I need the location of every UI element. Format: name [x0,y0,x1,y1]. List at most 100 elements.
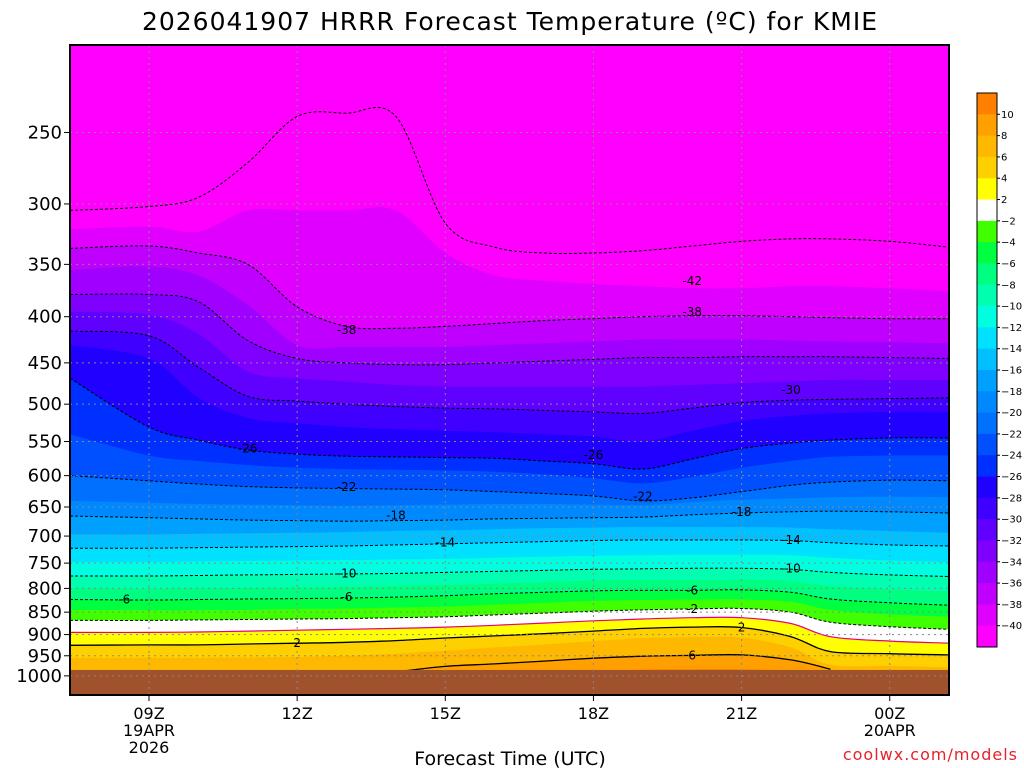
y-tick-label: 300 [28,194,62,215]
y-tick-label: 950 [28,646,62,667]
isotherm-lines [70,106,949,673]
isotherm-line [70,245,949,330]
contour-label: -38 [337,323,357,337]
colorbar-label: −38 [1001,600,1022,611]
colorbar-label: −14 [1001,344,1022,355]
x-tick-label: 15Z [430,704,461,723]
colorbar-swatch [977,135,997,158]
y-tick-label: 650 [28,497,62,518]
colorbar-legend: 10 8 6 4 2 −2 −4 −6 −8 −10 −12 −14 −16 −18 −20 −22 −24 −2… [976,92,1022,648]
colorbar-label: 8 [1001,131,1007,142]
colorbar-label: −8 [1001,280,1016,291]
colorbar-swatch [977,156,997,179]
colorbar-label: −22 [1001,429,1022,440]
colorbar-swatch [977,220,997,243]
colorbar-swatch [977,348,997,371]
x-tick-label: 20APR [864,721,916,740]
grid-lines [70,45,949,695]
contour-label: -10 [337,566,357,580]
colorbar-label: −20 [1001,408,1022,419]
isotherm-line [70,589,949,606]
colorbar-swatch [977,455,997,478]
x-tick-label: 19APR [123,721,175,740]
y-tick-label: 1000 [16,666,62,687]
colorbar-swatch [977,242,997,264]
y-tick-label: 900 [28,625,62,646]
contour-label: 6 [688,648,696,662]
colorbar-label: −26 [1001,472,1022,483]
y-tick-label: 400 [28,307,62,328]
contour-label: -30 [781,383,801,397]
contour-label: -26 [238,442,258,456]
colorbar-label: 2 [1001,195,1007,206]
colorbar-swatch [977,306,997,328]
contour-label: -14 [435,536,455,550]
y-tick-label: 850 [28,602,62,623]
isotherm-line [395,653,831,673]
contour-label: -22 [337,480,357,494]
x-tick-label: 21Z [726,704,757,723]
colorbar-label: −2 [1001,216,1016,227]
isotherm-line [70,106,949,255]
y-tick-label: 250 [28,122,62,143]
colorbar-label: −36 [1001,579,1022,590]
site-credit: coolwx.com/models [843,745,1018,764]
colorbar-swatch [977,540,997,563]
contour-label: -26 [584,448,604,462]
colorbar-label: −32 [1001,536,1022,547]
colorbar-swatch [977,625,997,648]
colorbar-swatch [977,199,997,222]
isotherm-line [70,539,949,549]
contour-label: -18 [386,508,406,522]
colorbar-swatch [977,561,997,584]
colorbar-label: −16 [1001,366,1022,377]
colorbar-label: −28 [1001,493,1022,504]
colorbar-label: −34 [1001,557,1022,568]
colorbar-swatch [977,412,997,435]
y-tick-label: 500 [28,394,62,415]
y-tick-label: 550 [28,432,62,453]
isotherm-line [70,616,949,644]
colorbar-swatch [977,263,997,286]
colorbar-label: 4 [1001,174,1007,185]
isotherm-line [70,607,949,630]
y-tick-label: 600 [28,466,62,487]
contour-label: -42 [682,274,702,288]
isotherm-line [70,567,949,577]
chart-title: 2026041907 HRRR Forecast Temperature (ºC… [142,7,878,36]
colorbar-swatch [977,497,997,520]
x-axis-title: Forecast Time (UTC) [414,748,605,768]
contour-label: -6 [118,593,130,607]
isotherm-line [70,625,949,656]
contour-label: -22 [633,490,653,504]
y-tick-label: 800 [28,578,62,599]
x-tick-label: 18Z [578,704,609,723]
y-tick-label: 350 [28,254,62,275]
x-tick-label: 09Z [133,704,164,723]
colorbar-swatch [977,370,997,392]
colorbar-label: −24 [1001,451,1022,462]
colorbar-swatch [977,391,997,414]
colorbar-swatch [977,93,997,115]
colorbar-label: −6 [1001,259,1016,270]
x-tick-label: 12Z [281,704,312,723]
isotherm-line [70,510,949,522]
colorbar-swatch [977,178,997,201]
isotherm-line [70,377,949,470]
colorbar-swatch [977,604,997,627]
y-tick-label: 750 [28,553,62,574]
temperature-fills [70,107,949,695]
y-tick-label: 700 [28,526,62,547]
contour-label: -38 [682,305,702,319]
ground-surface [70,669,949,695]
colorbar-swatch [977,327,997,350]
contour-label: -2 [686,602,698,616]
colorbar-swatch [977,433,997,456]
isotherm-line [70,293,949,366]
isotherm-line [70,475,949,502]
colorbar-label: −40 [1001,621,1022,632]
plot-area: -42-38-38-30-26 -26-22-22-18 -18-14 -14-10-… [69,44,950,696]
y-axis-ticks: 2503003504004505005506006507007508008509… [16,122,70,687]
